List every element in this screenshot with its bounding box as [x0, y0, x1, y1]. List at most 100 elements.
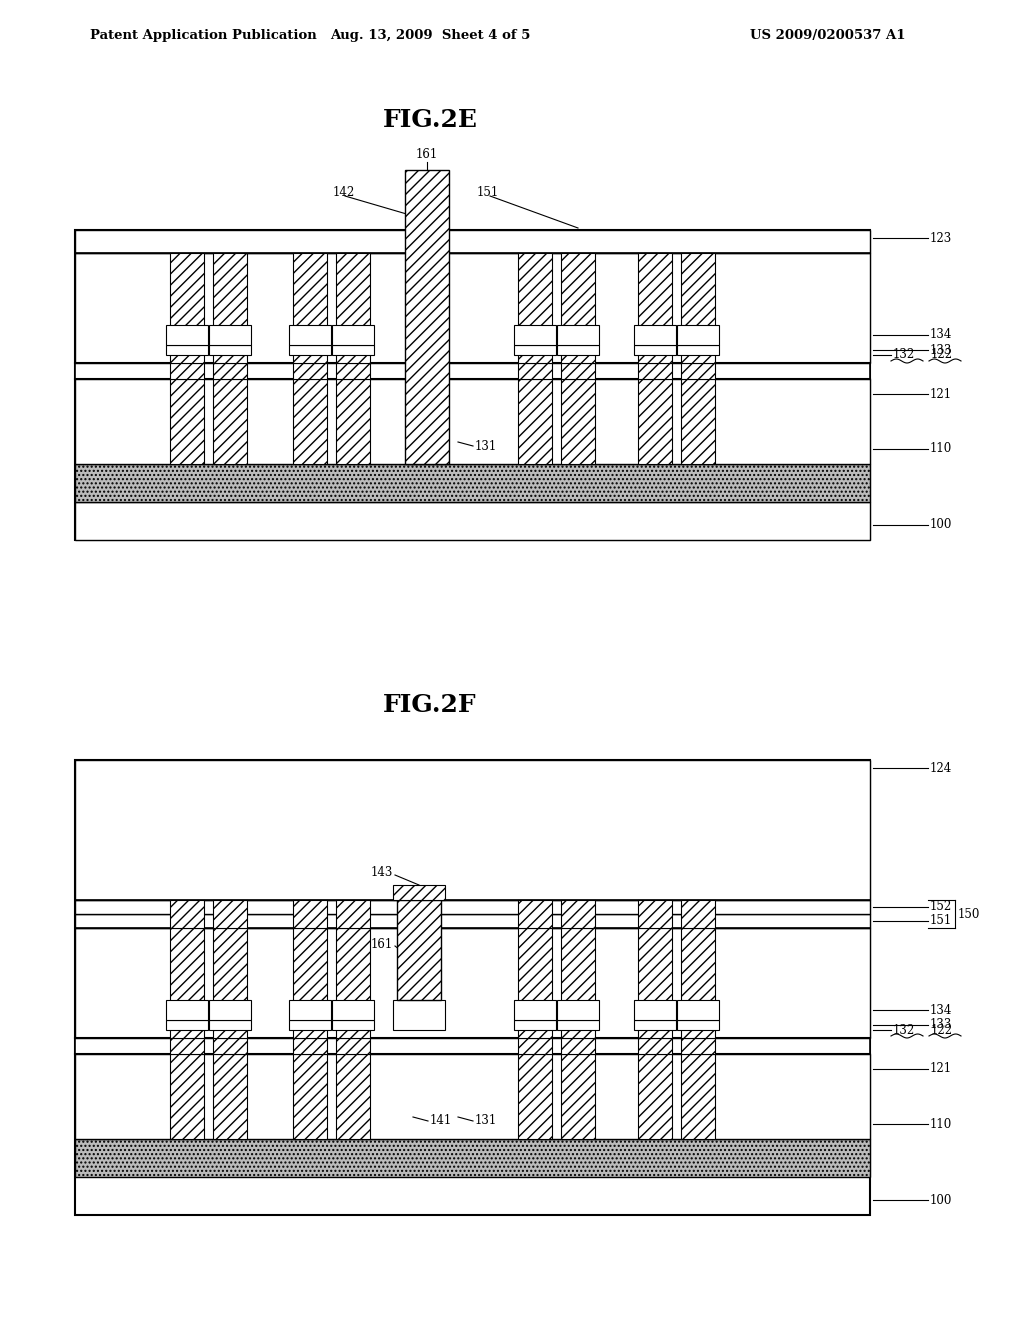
Bar [213, 253, 247, 363]
Bar [518, 1038, 552, 1053]
Text: 100: 100 [930, 519, 952, 532]
Bar [638, 363, 672, 379]
Text: 122: 122 [931, 1023, 953, 1036]
Bar [638, 928, 672, 1038]
Bar [514, 1020, 556, 1030]
Bar [681, 1038, 715, 1053]
Bar [638, 253, 672, 363]
Bar [557, 325, 599, 345]
Bar [336, 928, 370, 1038]
Bar [213, 900, 247, 928]
Bar [336, 1053, 370, 1139]
Text: 141: 141 [430, 1114, 453, 1127]
Bar [209, 345, 251, 355]
Bar [557, 345, 599, 355]
Bar [209, 1001, 251, 1020]
Bar [75, 1053, 870, 1139]
Text: 134: 134 [930, 329, 952, 342]
Bar [170, 900, 204, 928]
Bar [166, 345, 208, 355]
Bar [75, 1139, 870, 1177]
Bar [336, 1038, 370, 1053]
Text: FIG.2F: FIG.2F [383, 693, 477, 717]
Text: 133: 133 [930, 343, 952, 356]
Bar [293, 1053, 327, 1139]
Bar [393, 1001, 445, 1030]
Bar [289, 1020, 331, 1030]
Bar [677, 1020, 719, 1030]
Text: 121: 121 [930, 1063, 952, 1076]
Bar [557, 1020, 599, 1030]
Bar [336, 900, 370, 928]
Text: 133: 133 [930, 1019, 952, 1031]
Text: 131: 131 [475, 440, 498, 453]
Bar [213, 363, 247, 379]
Text: 110: 110 [930, 1118, 952, 1130]
Bar [75, 363, 870, 379]
Text: 121: 121 [930, 388, 952, 400]
Text: Aug. 13, 2009  Sheet 4 of 5: Aug. 13, 2009 Sheet 4 of 5 [330, 29, 530, 41]
Bar [75, 913, 870, 928]
Bar [518, 1053, 552, 1139]
Bar [213, 928, 247, 1038]
Bar [397, 900, 441, 1001]
Bar [293, 928, 327, 1038]
Bar [681, 1053, 715, 1139]
Bar [561, 379, 595, 465]
Bar [209, 325, 251, 345]
Bar [561, 1053, 595, 1139]
Text: 124: 124 [930, 762, 952, 775]
Bar [170, 928, 204, 1038]
Bar [75, 900, 870, 913]
Bar [677, 345, 719, 355]
Bar [213, 1053, 247, 1139]
Bar [332, 325, 374, 345]
Bar [75, 760, 870, 900]
Bar [677, 1001, 719, 1020]
Bar [638, 900, 672, 928]
Bar [75, 230, 870, 540]
Bar [170, 1038, 204, 1053]
Text: 122: 122 [931, 348, 953, 362]
Bar [289, 1001, 331, 1020]
Bar [170, 1053, 204, 1139]
Text: 150: 150 [958, 908, 980, 920]
Text: 151: 151 [477, 186, 500, 198]
Bar [332, 345, 374, 355]
Bar [75, 760, 870, 1214]
Bar [681, 363, 715, 379]
Bar [166, 325, 208, 345]
Text: 123: 123 [930, 231, 952, 244]
Bar [518, 363, 552, 379]
Bar [336, 363, 370, 379]
Bar [681, 379, 715, 465]
Bar [393, 884, 445, 900]
Bar [406, 170, 449, 465]
Bar [293, 1038, 327, 1053]
Text: 132: 132 [893, 348, 915, 362]
Bar [75, 1038, 870, 1053]
Text: 132: 132 [893, 1023, 915, 1036]
Bar [561, 363, 595, 379]
Bar [336, 253, 370, 363]
Text: Patent Application Publication: Patent Application Publication [90, 29, 316, 41]
Bar [634, 345, 676, 355]
Bar [293, 900, 327, 928]
Text: 141: 141 [430, 440, 453, 453]
Text: 131: 131 [475, 1114, 498, 1127]
Bar [681, 253, 715, 363]
Bar [557, 1001, 599, 1020]
Text: 100: 100 [930, 1193, 952, 1206]
Text: 161: 161 [416, 149, 438, 161]
Bar [293, 379, 327, 465]
Bar [213, 1038, 247, 1053]
Bar [634, 325, 676, 345]
Bar [213, 379, 247, 465]
Bar [634, 1020, 676, 1030]
Bar [634, 1001, 676, 1020]
Bar [289, 345, 331, 355]
Bar [332, 1001, 374, 1020]
Bar [289, 325, 331, 345]
Bar [75, 465, 870, 502]
Bar [561, 253, 595, 363]
